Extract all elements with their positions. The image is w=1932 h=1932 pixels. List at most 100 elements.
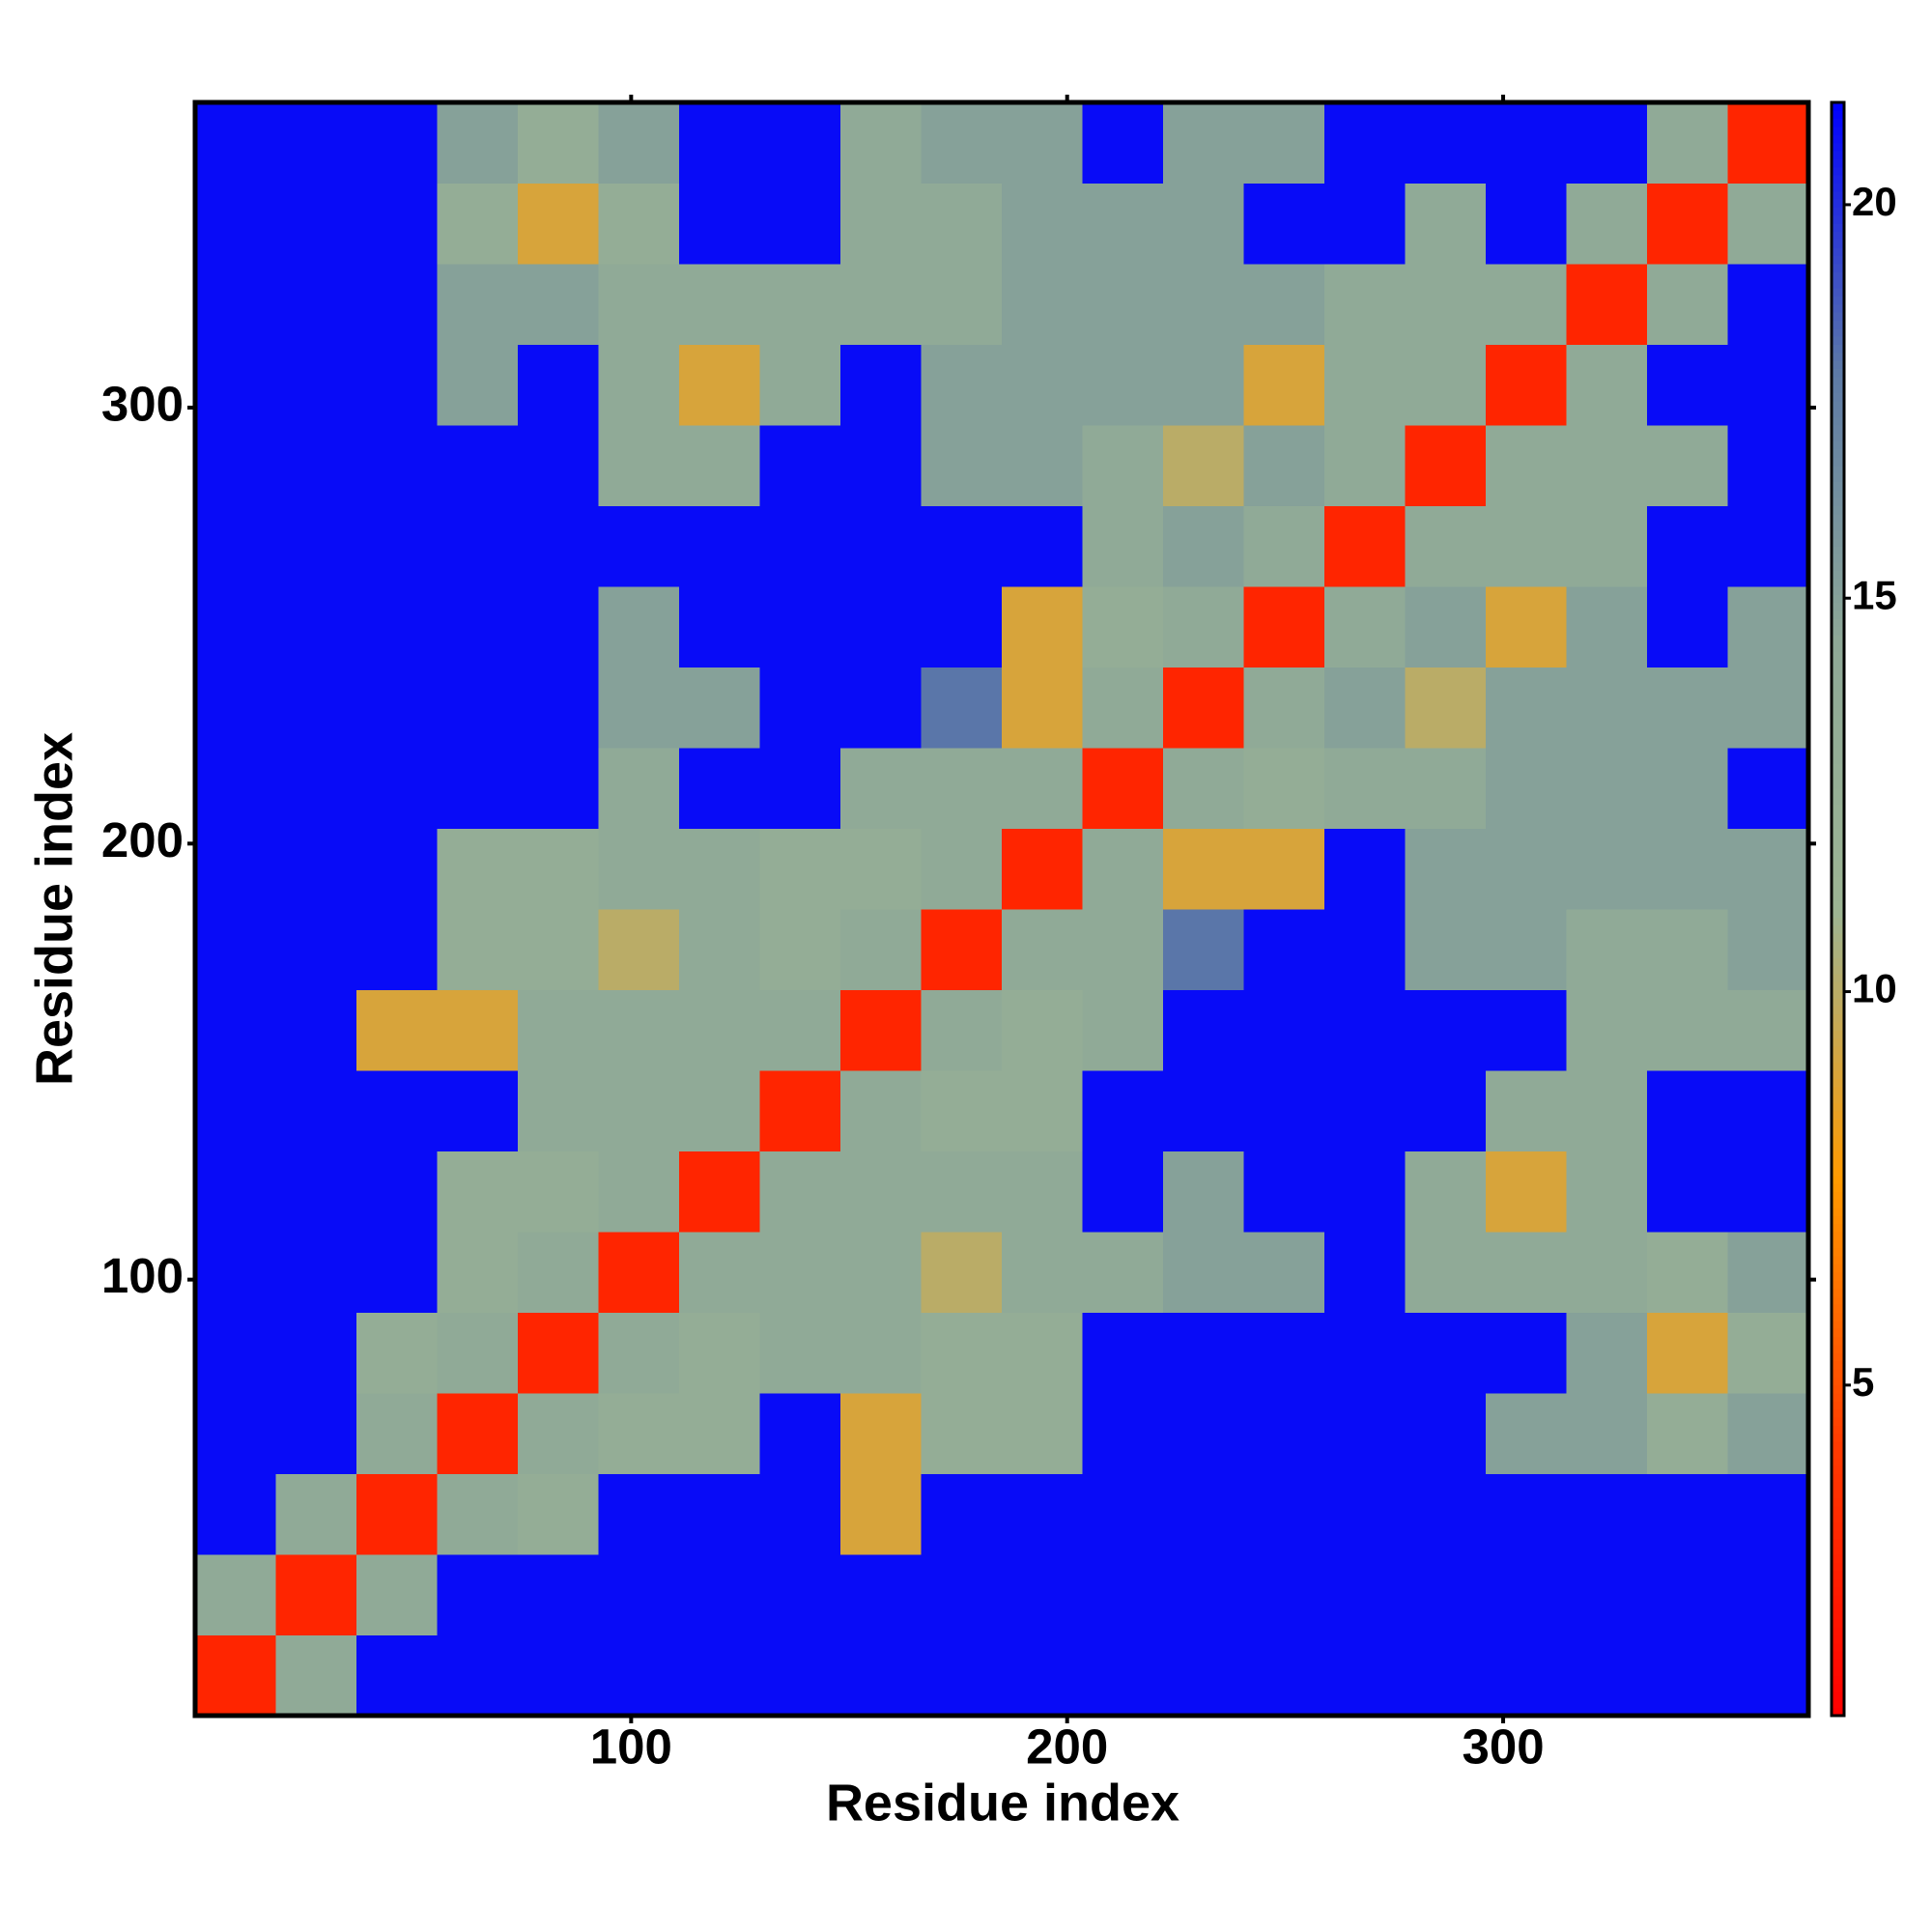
heatmap-cell bbox=[1002, 1070, 1083, 1151]
colorbar-step bbox=[1832, 239, 1844, 248]
heatmap-cell bbox=[195, 667, 276, 749]
heatmap-cell bbox=[1082, 1393, 1164, 1474]
heatmap-cell bbox=[1486, 425, 1567, 506]
heatmap-cell bbox=[1405, 1312, 1487, 1394]
colorbar-step bbox=[1832, 900, 1844, 910]
colorbar-step bbox=[1832, 1037, 1844, 1047]
heatmap-cell bbox=[518, 1473, 599, 1555]
colorbar-step bbox=[1832, 804, 1844, 813]
heatmap-cell bbox=[1486, 989, 1567, 1071]
colorbar-step bbox=[1832, 1586, 1844, 1596]
colorbar-step bbox=[1832, 416, 1844, 426]
heatmap-cell bbox=[1727, 586, 1809, 668]
heatmap-cell bbox=[1163, 1393, 1244, 1474]
heatmap-cell bbox=[275, 425, 357, 506]
heatmap-cell bbox=[598, 748, 680, 829]
colorbar-step bbox=[1832, 465, 1844, 474]
colorbar-step bbox=[1832, 1199, 1844, 1208]
heatmap-cell bbox=[1727, 1634, 1809, 1717]
heatmap-cell bbox=[518, 1070, 599, 1151]
colorbar-step bbox=[1832, 384, 1844, 394]
heatmap-cell bbox=[1082, 1473, 1164, 1555]
heatmap-cell bbox=[275, 828, 357, 910]
colorbar-step bbox=[1832, 1006, 1844, 1015]
heatmap-cell bbox=[356, 989, 438, 1071]
heatmap-cell bbox=[1405, 505, 1487, 587]
colorbar-tick-label: 10 bbox=[1852, 966, 1897, 1011]
heatmap-cell bbox=[195, 1554, 276, 1635]
heatmap-cell bbox=[1647, 748, 1728, 829]
heatmap-cell bbox=[840, 183, 922, 265]
heatmap-cell bbox=[1647, 586, 1728, 668]
heatmap-cell bbox=[437, 1393, 519, 1474]
heatmap-cell bbox=[1566, 586, 1648, 668]
heatmap-cell bbox=[1566, 828, 1648, 910]
heatmap-cell bbox=[921, 1554, 1003, 1635]
x-axis-title: Residue index bbox=[826, 1774, 1179, 1832]
heatmap-cell bbox=[356, 1473, 438, 1555]
heatmap-cell bbox=[437, 505, 519, 587]
colorbar-step bbox=[1832, 158, 1844, 168]
heatmap-cell bbox=[1647, 1393, 1728, 1474]
heatmap-cell bbox=[1163, 1312, 1244, 1394]
heatmap-cell bbox=[1566, 344, 1648, 426]
heatmap-cell bbox=[598, 1393, 680, 1474]
colorbar-step bbox=[1832, 1191, 1844, 1201]
heatmap-cell bbox=[759, 1473, 841, 1555]
heatmap-cell bbox=[759, 102, 841, 184]
colorbar-step bbox=[1832, 949, 1844, 958]
heatmap-cell bbox=[759, 264, 841, 345]
heatmap-cell bbox=[1566, 1312, 1648, 1394]
heatmap-cell bbox=[1486, 586, 1567, 668]
heatmap-cell bbox=[195, 1312, 276, 1394]
colorbar-step bbox=[1832, 1320, 1844, 1329]
colorbar-step bbox=[1832, 1271, 1844, 1281]
heatmap-cell bbox=[1002, 1554, 1083, 1635]
heatmap-cell bbox=[1324, 909, 1406, 990]
colorbar-step bbox=[1832, 505, 1844, 515]
heatmap-cell bbox=[195, 1393, 276, 1474]
heatmap-cell bbox=[1243, 505, 1325, 587]
colorbar-step bbox=[1832, 1490, 1844, 1499]
colorbar-step bbox=[1832, 659, 1844, 668]
heatmap-cell bbox=[1002, 667, 1083, 749]
colorbar-step bbox=[1832, 1151, 1844, 1160]
colorbar-step bbox=[1832, 279, 1844, 289]
heatmap-cell bbox=[1727, 344, 1809, 426]
heatmap-cell bbox=[1647, 1312, 1728, 1394]
colorbar-frame bbox=[1830, 100, 1846, 1718]
heatmap-cell bbox=[679, 586, 760, 668]
heatmap-cell bbox=[1324, 1070, 1406, 1151]
heatmap-cell bbox=[356, 748, 438, 829]
heatmap-cell bbox=[1405, 1393, 1487, 1474]
colorbar-step bbox=[1832, 190, 1844, 200]
heatmap-cell bbox=[1082, 748, 1164, 829]
heatmap-cell bbox=[1324, 425, 1406, 506]
colorbar-step bbox=[1832, 1425, 1844, 1435]
heatmap-cell bbox=[1163, 264, 1244, 345]
heatmap-cell bbox=[1243, 264, 1325, 345]
heatmap-cell bbox=[921, 1312, 1003, 1394]
heatmap-cell bbox=[1727, 909, 1809, 990]
heatmap-cell bbox=[1727, 425, 1809, 506]
heatmap-cell bbox=[1324, 505, 1406, 587]
heatmap-cell bbox=[1082, 425, 1164, 506]
heatmap-cell bbox=[1566, 102, 1648, 184]
colorbar-step bbox=[1832, 1417, 1844, 1426]
heatmap-cell bbox=[1243, 1070, 1325, 1151]
heatmap-cell bbox=[1163, 1232, 1244, 1313]
heatmap-cell bbox=[1405, 1634, 1487, 1717]
heatmap-cell bbox=[679, 1473, 760, 1555]
heatmap-cell bbox=[195, 1151, 276, 1233]
heatmap-cell bbox=[1405, 425, 1487, 506]
heatmap-cell bbox=[759, 989, 841, 1071]
colorbar-step bbox=[1832, 1312, 1844, 1321]
colorbar-step bbox=[1832, 787, 1844, 797]
heatmap-cell bbox=[1002, 183, 1083, 265]
heatmap-cell bbox=[1243, 828, 1325, 910]
y-tick-label: 100 bbox=[101, 1248, 184, 1303]
colorbar-step bbox=[1832, 312, 1844, 321]
colorbar-step bbox=[1832, 223, 1844, 233]
colorbar-step bbox=[1832, 820, 1844, 829]
heatmap-cell bbox=[1566, 505, 1648, 587]
